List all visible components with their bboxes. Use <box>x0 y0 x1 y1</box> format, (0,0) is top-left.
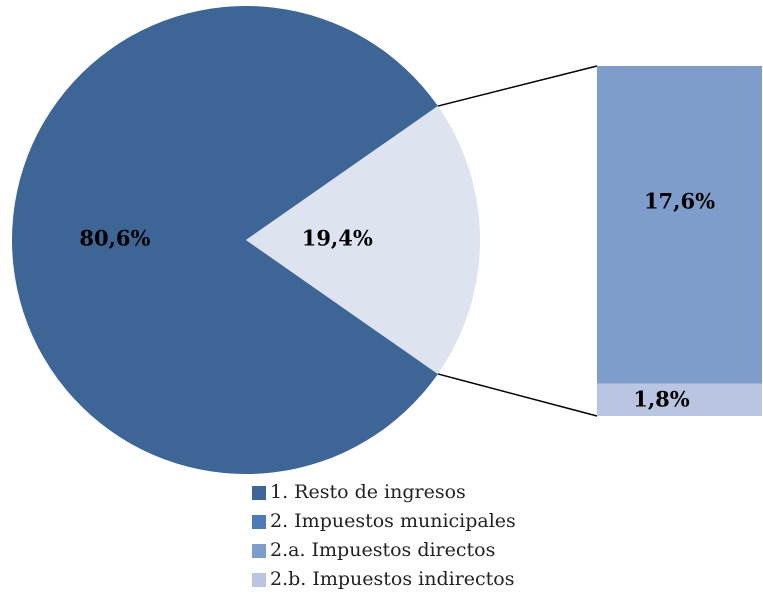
legend-label: 1. Resto de ingresos <box>270 481 466 503</box>
pie-slice <box>12 5 438 474</box>
pie-slice <box>246 106 481 374</box>
legend-label: 2. Impuestos municipales <box>270 510 516 532</box>
legend-swatch <box>252 573 266 587</box>
connector-line <box>437 373 598 417</box>
value-label: 1,8% <box>633 386 690 411</box>
value-label: 17,6% <box>644 188 715 213</box>
legend-swatch <box>252 515 266 529</box>
bar-segment <box>597 66 762 384</box>
legend-label: 2.b. Impuestos indirectos <box>270 568 515 590</box>
value-label: 19,4% <box>302 226 373 251</box>
connector-line <box>437 65 598 107</box>
legend-label: 2.a. Impuestos directos <box>270 539 495 561</box>
bar-segment <box>597 383 762 416</box>
legend-swatch <box>252 486 266 500</box>
value-label: 80,6% <box>79 226 150 251</box>
legend-swatch <box>252 544 266 558</box>
